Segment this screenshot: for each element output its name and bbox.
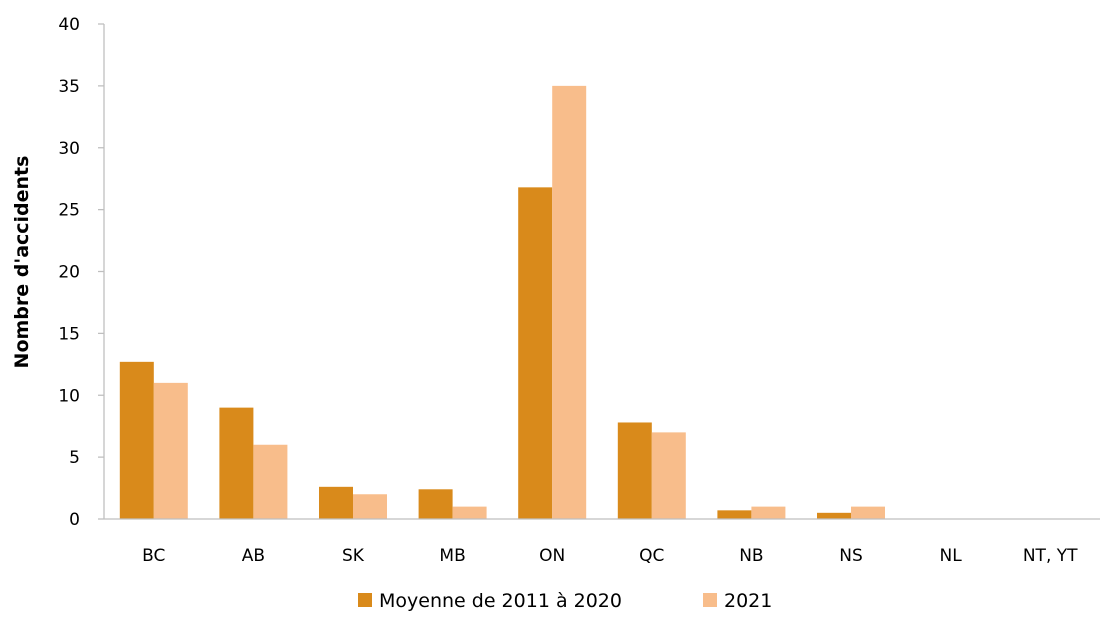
x-axis-labels: BC AB SK MB ON QC NB NS NL NT, YT — [142, 546, 1078, 566]
legend: Moyenne de 2011 à 2020 2021 — [358, 590, 772, 612]
bar-average — [418, 489, 453, 519]
legend-label: Moyenne de 2011 à 2020 — [379, 590, 622, 612]
bar-average — [119, 361, 154, 519]
x-tick-label: SK — [342, 546, 365, 566]
bars — [119, 85, 885, 519]
y-tick-label: 35 — [58, 77, 80, 97]
bar-average — [617, 422, 652, 519]
y-tick-label: 20 — [58, 263, 80, 283]
bar-year-2021 — [851, 506, 885, 519]
bar-year-2021 — [552, 85, 587, 519]
y-tick-label: 10 — [58, 386, 80, 406]
x-tick-label: NT, YT — [1023, 546, 1078, 566]
legend-label: 2021 — [724, 590, 772, 612]
legend-swatch — [358, 593, 372, 607]
x-tick-label: AB — [242, 546, 265, 566]
x-tick-label: NS — [839, 546, 863, 566]
y-axis-ticks: 0 5 10 15 20 25 30 35 40 — [58, 15, 104, 530]
bar-average — [518, 187, 553, 519]
y-tick-label: 30 — [58, 139, 80, 159]
x-tick-label: ON — [539, 546, 565, 566]
x-tick-label: NB — [739, 546, 763, 566]
y-tick-label: 40 — [58, 15, 80, 35]
bar-year-2021 — [253, 444, 288, 519]
bar-year-2021 — [751, 506, 786, 519]
y-tick-label: 25 — [58, 201, 80, 221]
bar-year-2021 — [651, 432, 686, 519]
x-tick-label: NL — [939, 546, 962, 566]
x-tick-label: QC — [639, 546, 664, 566]
y-tick-label: 5 — [69, 448, 80, 468]
bar-year-2021 — [452, 506, 487, 519]
bar-year-2021 — [153, 382, 188, 519]
y-axis-title: Nombre d'accidents — [11, 156, 33, 369]
bar-average — [717, 510, 752, 519]
x-tick-label: BC — [142, 546, 165, 566]
legend-swatch — [703, 593, 717, 607]
y-tick-label: 0 — [69, 510, 80, 530]
bar-year-2021 — [353, 494, 387, 519]
y-tick-label: 15 — [58, 324, 80, 344]
x-tick-label: MB — [439, 546, 465, 566]
bar-average — [319, 486, 353, 519]
bar-average — [219, 407, 254, 519]
bar-average — [817, 512, 851, 519]
